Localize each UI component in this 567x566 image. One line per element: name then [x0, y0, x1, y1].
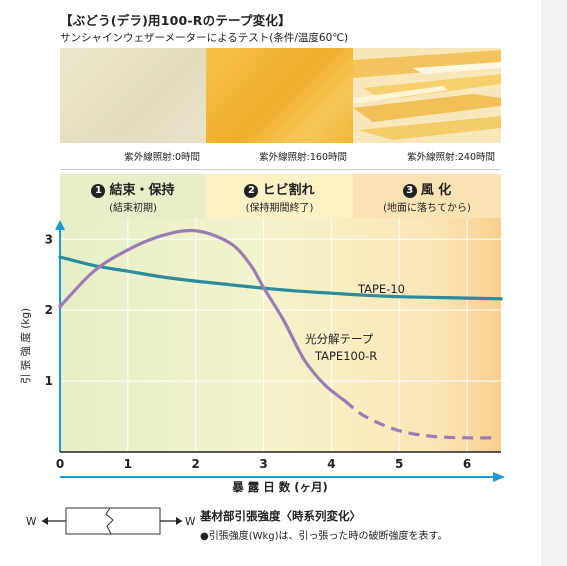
grid-lines	[60, 218, 501, 452]
y-axis-title: 引 張 強 度 (kg)	[19, 308, 32, 384]
arrow-left-icon	[42, 517, 48, 525]
x-tick-label: 1	[124, 457, 132, 471]
footer-title: 基材部引張強度〈時系列変化〉	[200, 509, 361, 523]
phase-1-number: 1	[91, 184, 106, 198]
w-right-label: W	[185, 516, 195, 528]
tensile-strength-chart: 0 1 2 3 4 5 6 1 2 3 TAPE-10 光分解テープ TAPE100-R 引 張 …	[19, 218, 505, 494]
phase-2-header: 2 ヒビ割れ (保持期間終了)	[206, 174, 353, 218]
series-line-dashed-1	[343, 399, 495, 440]
w-left-label: W	[26, 516, 37, 528]
phase-1-sub: (結束初期)	[109, 203, 157, 214]
footer-note: ●引張強度(Wkg)は、引っ張った時の破断強度を表す。	[200, 531, 448, 542]
specimen-icon	[65, 507, 161, 535]
sample-photo-160h: 紫外線照射:160時間	[206, 48, 353, 170]
phase-2-label: ヒビ割れ	[262, 183, 315, 198]
phase-1-label: 結束・保持	[109, 183, 175, 198]
page-title: 【ぶどう(デラ)用100-Rのテープ変化】	[60, 13, 291, 28]
sample-photo-240h: 紫外線照射:240時間	[353, 48, 501, 170]
y-axis-arrow-icon	[55, 220, 65, 230]
arrow-right-icon	[176, 517, 182, 525]
phase-2-number: 2	[244, 184, 259, 198]
phase-3-sub: (地面に落ちてから)	[383, 203, 471, 214]
page-subtitle: サンシャインウェザーメーターによるテスト(条件/温度60℃)	[60, 32, 349, 44]
y-tick-label: 2	[45, 303, 53, 317]
break-line-icon	[105, 507, 114, 535]
sample-photo-0h: 紫外線照射:0時間	[60, 48, 206, 170]
x-axis-title: 暴 露 日 数 (ヶ月)	[231, 480, 328, 494]
phase-1-header: 1 結束・保持 (結束初期)	[60, 174, 206, 218]
sample-caption-240h: 紫外線照射:240時間	[407, 152, 495, 163]
phase-3-number: 3	[402, 184, 417, 198]
sample-caption-0h: 紫外線照射:0時間	[124, 152, 200, 163]
tensile-test-diagram: W W	[26, 507, 195, 535]
x-tick-label: 2	[192, 457, 200, 471]
y-tick-label: 3	[45, 232, 53, 246]
x-tick-label: 5	[395, 457, 403, 471]
right-margin-strip	[541, 0, 567, 566]
sample-caption-160h: 紫外線照射:160時間	[259, 152, 347, 163]
x-axis-arrow-icon	[493, 472, 505, 482]
y-tick-label: 1	[45, 374, 53, 388]
series-line-0	[58, 255, 503, 301]
series-line-1	[58, 228, 347, 403]
label-tape10: TAPE-10	[357, 282, 405, 296]
weathered-tape-strips	[353, 48, 501, 143]
tick-labels: 0 1 2 3 4 5 6 1 2 3	[45, 232, 472, 471]
x-tick-label: 0	[56, 457, 64, 471]
axes	[55, 220, 505, 482]
phase-2-sub: (保持期間終了)	[245, 203, 314, 214]
label-tape100r-line1: 光分解テープ	[305, 332, 374, 346]
label-tape100r-line2: TAPE100-R	[314, 349, 377, 363]
phase-3-label: 風 化	[420, 183, 452, 198]
series-group	[58, 228, 503, 440]
x-tick-label: 3	[259, 457, 267, 471]
x-tick-label: 6	[463, 457, 471, 471]
plot-background	[60, 218, 501, 452]
x-tick-label: 4	[327, 457, 335, 471]
